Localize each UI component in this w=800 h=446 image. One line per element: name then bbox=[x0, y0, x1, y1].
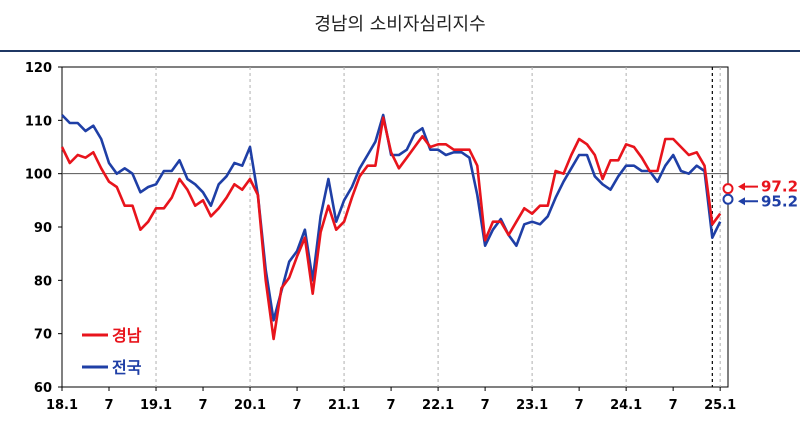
latest-point-national bbox=[722, 193, 734, 205]
series-line-national bbox=[61, 113, 722, 322]
series-line-gyeongnam bbox=[60, 116, 722, 341]
x-tick-label-48: 22.1 bbox=[422, 398, 454, 413]
chart-title: 경남의 소비자심리지수 bbox=[314, 14, 486, 35]
y-tick-label-80: 80 bbox=[34, 274, 52, 289]
y-tick-label-60: 60 bbox=[34, 381, 52, 396]
x-tick-label-84: 25.1 bbox=[704, 398, 736, 413]
y-tick-label-120: 120 bbox=[25, 61, 52, 76]
x-tick-label-24: 20.1 bbox=[234, 398, 266, 413]
legend-label-national: 전국 bbox=[112, 358, 142, 377]
y-tick-label-100: 100 bbox=[25, 168, 52, 183]
x-tick-label-66: 7 bbox=[575, 398, 584, 413]
x-tick-label-12: 19.1 bbox=[140, 398, 172, 413]
x-tick-label-54: 7 bbox=[481, 398, 490, 413]
title-rule bbox=[0, 50, 800, 52]
x-tick-label-42: 7 bbox=[387, 398, 396, 413]
arrow-head-national bbox=[738, 197, 745, 206]
x-tick-label-78: 7 bbox=[669, 398, 678, 413]
y-tick-label-90: 90 bbox=[34, 221, 52, 236]
x-tick-label-0: 18.1 bbox=[46, 398, 78, 413]
plot-frame bbox=[61, 66, 729, 388]
x-tick-label-18: 7 bbox=[199, 398, 208, 413]
y-tick-label-70: 70 bbox=[34, 328, 52, 343]
x-tick-label-72: 24.1 bbox=[610, 398, 642, 413]
x-tick-label-36: 21.1 bbox=[328, 398, 360, 413]
y-tick-label-110: 110 bbox=[25, 114, 52, 129]
end-label-gyeongnam: 97.2 bbox=[761, 178, 798, 196]
x-tick-label-30: 7 bbox=[293, 398, 302, 413]
end-label-national: 95.2 bbox=[761, 192, 798, 210]
legend-label-gyeongnam: 경남 bbox=[112, 326, 142, 345]
latest-point-gyeongnam bbox=[722, 183, 734, 195]
arrow-head-gyeongnam bbox=[738, 182, 745, 191]
x-tick-label-60: 23.1 bbox=[516, 398, 548, 413]
x-tick-label-6: 7 bbox=[104, 398, 113, 413]
